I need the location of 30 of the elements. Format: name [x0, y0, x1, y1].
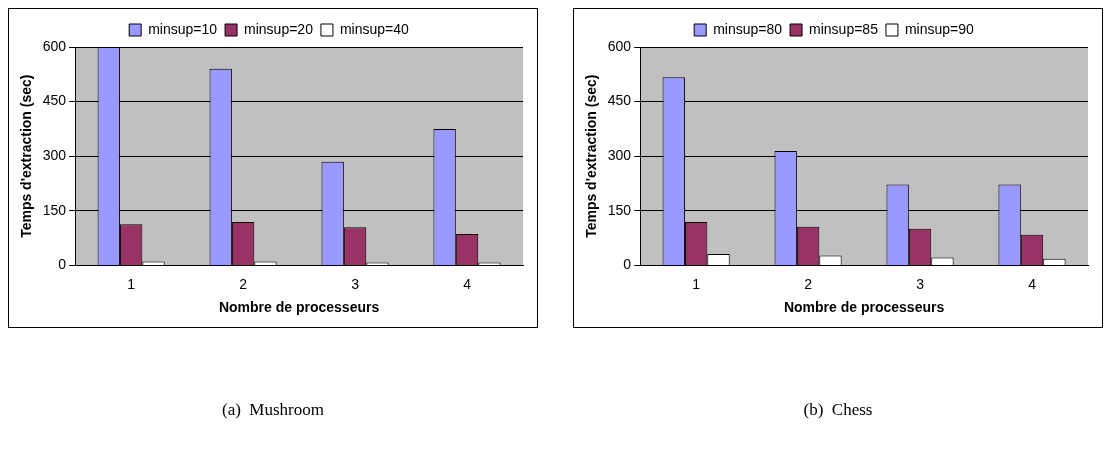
text: (a) Mushroom: [221, 400, 325, 420]
y-tick-label: 600: [607, 37, 632, 54]
legend-label: minsup=20: [244, 20, 314, 37]
legend-label: minsup=90: [904, 20, 975, 37]
y-axis-title: Temps d'extraction (sec): [18, 74, 35, 238]
x-tick-label: 1: [692, 275, 701, 292]
x-axis-title: Nombre de processeurs: [218, 299, 380, 316]
y-tick-label: 300: [607, 147, 632, 164]
x-tick-label: 4: [1028, 275, 1037, 292]
legend-label: minsup=80: [713, 20, 783, 37]
x-axis-title: Nombre de processeurs: [783, 299, 945, 316]
y-tick-label: 450: [42, 92, 67, 109]
y-tick-label: 150: [42, 201, 67, 218]
y-tick-label: 600: [42, 37, 67, 54]
y-tick-label: 150: [607, 201, 632, 218]
legend-label: minsup=40: [339, 20, 410, 37]
legend-label: minsup=85: [809, 20, 879, 37]
y-axis-title: Temps d'extraction (sec): [583, 74, 600, 238]
text: (b) Chess: [802, 400, 874, 420]
x-tick-label: 2: [804, 275, 813, 292]
x-tick-label: 2: [239, 275, 248, 292]
y-tick-label: 450: [607, 92, 632, 109]
legend-label: minsup=10: [148, 20, 218, 37]
x-tick-label: 3: [351, 275, 360, 292]
y-tick-label: 0: [623, 256, 632, 273]
x-tick-label: 3: [916, 275, 925, 292]
y-tick-label: 0: [58, 256, 67, 273]
x-tick-label: 1: [127, 275, 136, 292]
x-tick-label: 4: [463, 275, 472, 292]
y-tick-label: 300: [42, 147, 67, 164]
